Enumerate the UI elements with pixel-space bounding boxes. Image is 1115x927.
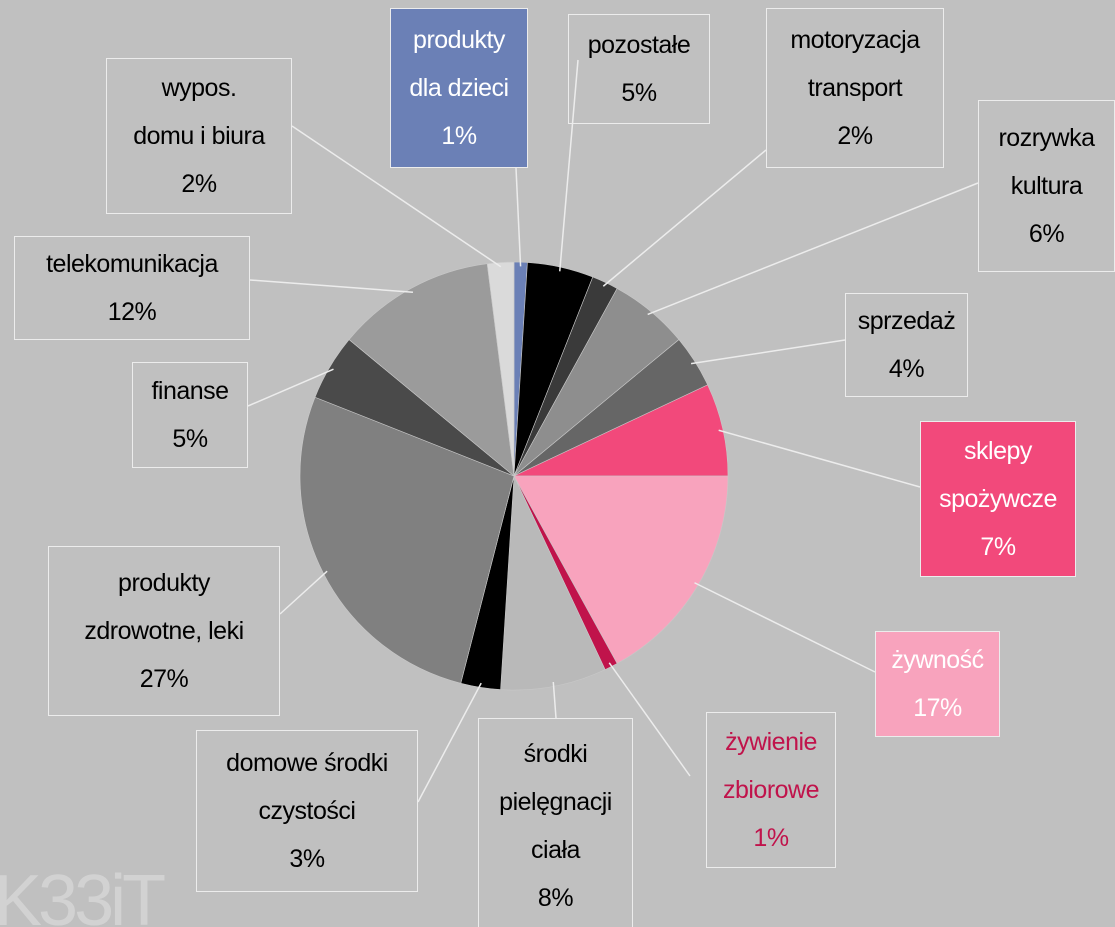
category-name: finanse [151, 377, 229, 405]
leader-line [608, 662, 691, 777]
slice-label: środki pielęgnacji ciała 8% [478, 718, 633, 927]
leader-line [690, 339, 846, 365]
slice-label: telekomunikacja 12% [14, 236, 250, 340]
value-label: 6% [1028, 220, 1065, 248]
watermark: K33iT [0, 861, 166, 927]
category-name: środki pielęgnacji ciała [499, 739, 612, 864]
slice-label: domowe środki czystości 3% [196, 730, 418, 892]
slice-label: rozrywka kultura 6% [978, 100, 1115, 272]
value-label: 5% [621, 79, 657, 107]
value-label: 27% [139, 665, 189, 693]
leader-line [694, 582, 876, 673]
slice-label: produkty dla dzieci 1% [390, 8, 528, 168]
slice-label: wypos. domu i biura 2% [106, 58, 292, 214]
slice-label: sprzedaż 4% [845, 293, 968, 397]
slice-label: żywienie zbiorowe 1% [706, 712, 836, 868]
category-name: motoryzacja transport [790, 26, 920, 102]
slice-label: sklepy spożywcze 7% [920, 421, 1076, 577]
category-name: wypos. domu i biura [133, 74, 265, 150]
value-label: 4% [888, 355, 925, 383]
value-label: 7% [980, 533, 1016, 561]
slice-label: finanse 5% [132, 362, 248, 468]
leader-line [602, 149, 767, 287]
leader-line [552, 681, 557, 719]
category-name: sprzedaż [857, 307, 956, 335]
category-name: rozrywka kultura [998, 124, 1095, 200]
leader-line [559, 59, 579, 272]
slice-label: motoryzacja transport 2% [766, 8, 944, 168]
value-label: 1% [753, 824, 789, 852]
slice-label: pozostałe 5% [568, 14, 710, 124]
category-name: pozostałe [587, 31, 691, 59]
category-name: sklepy spożywcze [939, 437, 1057, 513]
value-label: 2% [181, 170, 217, 198]
leader-line [279, 570, 328, 615]
slice-label: żywność 17% [875, 631, 1000, 737]
slice-label: produkty zdrowotne, leki 27% [48, 546, 280, 716]
category-name: produkty dla dzieci [409, 26, 509, 102]
value-label: 12% [107, 298, 157, 326]
category-name: żywność [891, 646, 984, 674]
value-label: 3% [289, 845, 325, 873]
leader-line [291, 125, 502, 268]
value-label: 1% [441, 122, 477, 150]
value-label: 17% [913, 694, 962, 722]
leader-line [417, 682, 482, 803]
category-name: telekomunikacja [46, 250, 218, 278]
pie-slice [486, 261, 515, 477]
pie-slice [299, 396, 515, 684]
pie-slice [348, 263, 515, 477]
value-label: 5% [172, 425, 208, 453]
leader-line [515, 167, 522, 267]
value-label: 8% [537, 883, 574, 912]
category-name: żywienie zbiorowe [722, 728, 820, 804]
leader-line [647, 182, 979, 316]
leader-line [718, 429, 921, 488]
leader-line [249, 279, 414, 293]
leader-line [247, 368, 334, 407]
category-name: domowe środki czystości [226, 749, 388, 825]
value-label: 2% [837, 122, 873, 150]
category-name: produkty zdrowotne, leki [84, 569, 244, 645]
